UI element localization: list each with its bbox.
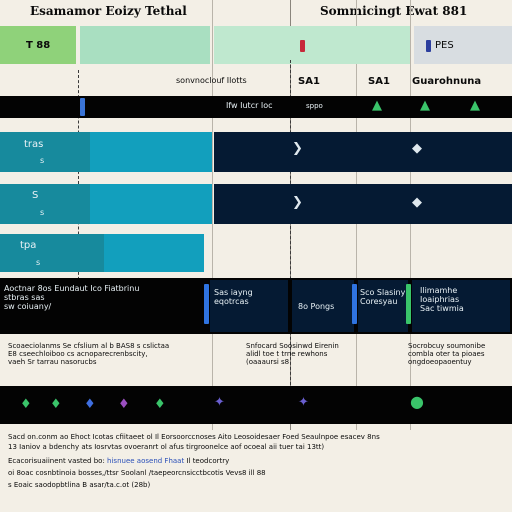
marker-blue bbox=[204, 284, 209, 324]
leaf-icon: ▲ bbox=[470, 98, 480, 113]
marker-red bbox=[300, 40, 305, 52]
row-cell-teal[interactable] bbox=[0, 184, 90, 224]
info-band-col4: Sco Slasiny Coresyau bbox=[360, 288, 405, 306]
figure-icon: ♦ bbox=[84, 397, 96, 412]
footer-line: Sacd on.conm ao Ehoct Icotas cfiitaeet o… bbox=[8, 433, 380, 441]
row-label: tras bbox=[24, 139, 44, 150]
subheader-label-b: SA1 bbox=[368, 76, 390, 87]
info-line: Coresyau bbox=[360, 297, 398, 307]
info-cell[interactable] bbox=[292, 280, 354, 332]
top-cell-mint[interactable] bbox=[80, 26, 210, 64]
top-cell-label: T 88 bbox=[26, 40, 51, 51]
row-sub: s bbox=[40, 156, 45, 165]
info-line: Sac tiwmia bbox=[420, 304, 464, 314]
connector-dash bbox=[290, 60, 291, 390]
row-cell-navy[interactable] bbox=[214, 184, 512, 224]
arrow-icon: ◆ bbox=[412, 141, 422, 156]
footer-line-3: Ecacorisuaiinent vasted bo: hisnuee aose… bbox=[8, 457, 508, 465]
info-line: eqotrcas bbox=[214, 297, 249, 307]
info-line: Ioaiphrias bbox=[420, 295, 460, 305]
row-cell-teal[interactable] bbox=[0, 234, 104, 272]
info-cell[interactable] bbox=[412, 280, 510, 332]
row-cell-teal-bright[interactable] bbox=[90, 132, 212, 172]
notes-mid: Snfocard Soosinwd Eirenin alidl toe t tr… bbox=[246, 342, 396, 366]
info-line: Sas iayng bbox=[214, 288, 253, 297]
header-title-left: Esamamor Eoizy Tethal bbox=[30, 5, 187, 18]
arrow-icon: ◆ bbox=[412, 195, 422, 210]
note-line: ongdoeopaoentuy bbox=[408, 358, 472, 367]
footer-line: s Eoaic saodopbtlina B asar/ta.c.ot (28b… bbox=[8, 481, 151, 490]
note-line: Socrobcuy soumonibe bbox=[408, 342, 486, 350]
info-line: stbras sas bbox=[4, 293, 45, 303]
header-title-right: Sommicingt Ewat 881 bbox=[320, 5, 468, 18]
note-line: (oaaaursi s8 bbox=[246, 358, 290, 367]
arrow-icon: ❯ bbox=[292, 141, 303, 156]
info-line: sw coiuany/ bbox=[4, 302, 52, 312]
info-cell[interactable] bbox=[210, 280, 288, 332]
footer-line-3-a: Ecacorisuaiinent vasted bo: bbox=[8, 457, 105, 466]
row-label: S bbox=[32, 190, 39, 201]
info-band-col3: 8o Pongs bbox=[298, 302, 334, 311]
leaf-icon: ▲ bbox=[420, 98, 430, 113]
note-line: combla oter ta pioaes bbox=[408, 350, 485, 359]
black-strip-tag: sppo bbox=[306, 102, 323, 110]
marker-green bbox=[406, 284, 411, 324]
note-line: Snfocard Soosinwd Eirenin bbox=[246, 342, 339, 350]
row-sub: s bbox=[40, 208, 45, 217]
info-band-col2: Sas iayng eqotrcas bbox=[214, 288, 253, 306]
marker-blue bbox=[80, 98, 85, 116]
info-line: 8o Pongs bbox=[298, 302, 335, 311]
marker-blue bbox=[352, 284, 357, 324]
note-line: E8 cseechloiboo cs acnoparecrenbscity, bbox=[8, 350, 148, 359]
footer-line-3-c: Il teodcortry bbox=[186, 457, 230, 466]
info-band-left: Aoctnar 8os Eundaut Ico Fiatbrinu stbras… bbox=[4, 284, 204, 312]
footer-link[interactable]: hisnuee aosend Fhaat bbox=[107, 457, 185, 466]
footer: Sacd on.conm ao Ehoct Icotas cfiitaeet o… bbox=[8, 433, 508, 489]
row-cell-teal[interactable] bbox=[0, 132, 90, 172]
row-cell-navy[interactable] bbox=[214, 132, 512, 172]
leaf-icon: ▲ bbox=[372, 98, 382, 113]
notes-left: Scoaeciolanms Se cfslium al b BAS8 s csl… bbox=[8, 342, 214, 366]
row-cell-teal-bright[interactable] bbox=[90, 184, 212, 224]
subheader-label-center: sonvnoclouf Ilotts bbox=[176, 76, 247, 85]
footer-line: oi 8oac cosnbtinoia bosses,/ttsr Soolanl… bbox=[8, 469, 266, 478]
info-cell[interactable] bbox=[358, 280, 408, 332]
info-band-col5: Ilimamhe Ioaiphrias Sac tiwmia bbox=[420, 286, 464, 314]
marker-blue bbox=[426, 40, 431, 52]
arrow-icon: ❯ bbox=[292, 195, 303, 210]
top-cell-mint-2[interactable] bbox=[214, 26, 410, 64]
leaf-icon: ♦ bbox=[20, 397, 32, 412]
note-line: Scoaeciolanms Se cfslium al b BAS8 s csl… bbox=[8, 342, 170, 350]
figure-icon: ♦ bbox=[118, 397, 130, 412]
info-line: Sco Slasiny bbox=[360, 288, 406, 297]
footer-line: 13 Ianiov a bdenchy ats Iosrvtas ovoeran… bbox=[8, 443, 325, 452]
note-line: vaeh Sr tarrau nasorucbs bbox=[8, 358, 97, 367]
icon-strip bbox=[0, 386, 512, 424]
leaf-icon: ♦ bbox=[154, 397, 166, 412]
row-cell-teal-bright[interactable] bbox=[104, 234, 204, 272]
notes-right: Socrobcuy soumonibe combla oter ta pioae… bbox=[408, 342, 510, 366]
black-strip[interactable] bbox=[0, 96, 512, 118]
info-line: Aoctnar 8os Eundaut Ico Fiatbrinu bbox=[4, 284, 140, 293]
black-strip-label: Ifw Iutcr Ioc bbox=[226, 101, 273, 110]
top-cell-label-2: PES bbox=[435, 40, 454, 51]
grid-line bbox=[212, 0, 213, 430]
leaf-icon: ● bbox=[410, 392, 424, 411]
top-cell-green[interactable] bbox=[0, 26, 76, 64]
subheader-label-a: SA1 bbox=[298, 76, 320, 87]
figure-icon: ✦ bbox=[214, 395, 225, 410]
connector-dash bbox=[78, 70, 79, 290]
row-sub: s bbox=[36, 258, 41, 267]
row-label: tpa bbox=[20, 240, 37, 251]
info-line: Ilimamhe bbox=[420, 286, 458, 295]
leaf-icon: ♦ bbox=[50, 397, 62, 412]
subheader-label-c: Guarohnuna bbox=[412, 76, 482, 87]
figure-icon: ✦ bbox=[298, 395, 309, 410]
note-line: alidl toe t trne rewhons bbox=[246, 350, 328, 359]
